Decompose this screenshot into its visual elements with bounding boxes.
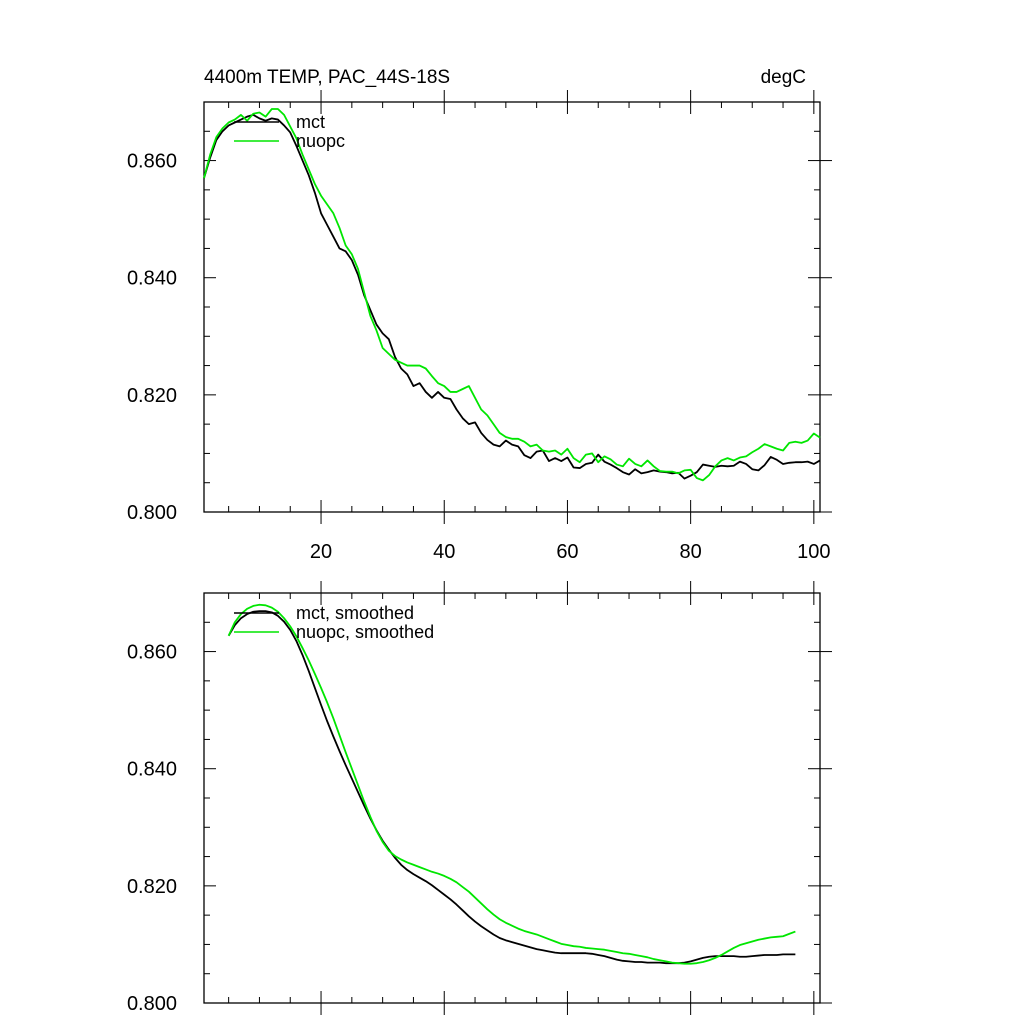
y-tick-label: 0.840 <box>127 268 177 290</box>
y-tick-label: 0.820 <box>127 385 177 407</box>
y-tick-label: 0.820 <box>127 876 177 898</box>
x-tick-label: 40 <box>433 541 455 563</box>
bottom-panel: 0.800 0.820 0.840 0.860 mct, smoothednuopc, … <box>127 581 832 1015</box>
legend-label: mct, smoothed <box>296 603 414 623</box>
x-tick-label: 100 <box>797 541 830 563</box>
legend-label: nuopc, smoothed <box>296 622 434 642</box>
title-left: 4400m TEMP, PAC_44S-18S <box>204 67 450 88</box>
y-tick-label: 0.800 <box>127 993 177 1015</box>
x-tick-label: 80 <box>680 541 702 563</box>
legend-label: mct <box>296 112 325 132</box>
x-tick-label: 60 <box>556 541 578 563</box>
series-line-nuopc <box>203 108 821 482</box>
y-tick-label: 0.840 <box>127 759 177 781</box>
x-tick-label: 20 <box>310 541 332 563</box>
series-line-mct <box>203 113 821 480</box>
series-line-nuopc-smoothed <box>227 603 796 965</box>
y-tick-label: 0.800 <box>127 502 177 524</box>
title-right: degC <box>761 67 806 88</box>
legend-label: nuopc <box>296 131 345 151</box>
series-line-mct-smoothed <box>227 610 796 965</box>
y-tick-label: 0.860 <box>127 151 177 173</box>
plot-frame <box>203 101 821 513</box>
y-tick-label: 0.860 <box>127 642 177 664</box>
